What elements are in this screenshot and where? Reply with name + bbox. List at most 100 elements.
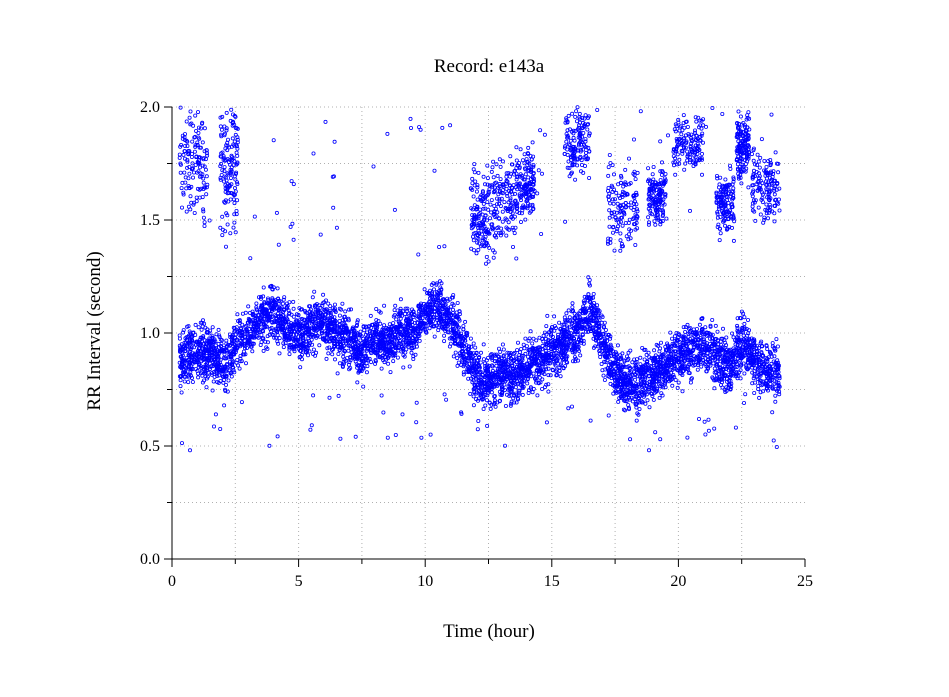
data-point [312,289,317,294]
data-point [650,393,655,398]
data-point [494,363,499,368]
data-point [299,307,304,312]
data-point [775,344,780,349]
data-point [476,418,481,423]
data-point [599,361,604,366]
data-point [329,347,334,352]
data-point [761,389,766,394]
data-point [582,306,587,311]
data-point [557,320,562,325]
data-point [668,330,673,335]
data-point [343,309,348,314]
data-point [642,347,647,352]
data-point [382,303,387,308]
data-point [432,334,437,339]
data-point [399,349,404,354]
data-point [482,361,487,366]
data-point [516,340,521,345]
data-point [634,364,639,369]
data-point [276,341,281,346]
data-point [210,325,215,330]
data-point [254,301,259,306]
data-point [616,399,621,404]
data-point [524,344,529,349]
data-point [190,379,195,384]
data-point [501,353,506,358]
data-point [453,350,458,355]
data-point [485,355,490,360]
data-point [713,323,718,328]
data-point [601,373,606,378]
data-point [287,352,292,357]
data-point [669,352,674,357]
data-point [178,384,183,389]
data-point [584,329,589,334]
data-point [602,377,607,382]
data-point [310,295,315,300]
data-point [201,335,206,340]
data-point [437,288,442,293]
data-point [313,333,318,338]
data-point [204,385,209,390]
data-point [362,328,367,333]
data-point [401,348,406,353]
data-point [263,339,268,344]
data-point [211,379,216,384]
data-point [481,342,486,347]
data-point [387,322,392,327]
data-point [277,336,282,341]
data-point [468,391,473,396]
data-point [536,371,541,376]
data-point [217,334,222,339]
data-point [398,308,403,313]
data-point [223,382,228,387]
data-point [193,332,198,337]
data-point [369,360,374,365]
data-point [450,307,455,312]
data-point [368,313,373,318]
data-point [226,378,231,383]
data-point [688,380,693,385]
data-point [670,336,675,341]
data-point [591,345,596,350]
data-point [311,347,316,352]
data-point [388,370,393,375]
data-point [742,371,747,376]
data-point [712,366,717,371]
data-point [181,330,186,335]
data-point [634,405,639,410]
data-point [199,327,204,332]
data-point [337,318,342,323]
data-point [325,346,330,351]
data-point [451,313,456,318]
data-point [647,355,652,360]
data-point [471,403,476,408]
data-point [282,295,287,300]
data-point [484,398,489,403]
data-point [523,336,528,341]
data-point [313,353,318,358]
data-point [570,301,575,306]
data-point [765,359,770,364]
data-point [615,343,620,348]
data-point [669,354,674,359]
data-point [464,343,469,348]
data-point [523,351,528,356]
data-point [512,350,517,355]
data-point [566,308,571,313]
data-point [364,370,369,375]
data-point [772,354,777,359]
data-point [196,339,201,344]
data-point [275,286,280,291]
data-point [336,339,341,344]
data-point [438,285,443,290]
data-point [246,304,251,309]
data-point [594,315,599,320]
data-point [546,366,551,371]
data-point [382,323,387,328]
data-point [303,310,308,315]
data-point [531,336,536,341]
data-point [534,338,539,343]
data-point [551,357,556,362]
